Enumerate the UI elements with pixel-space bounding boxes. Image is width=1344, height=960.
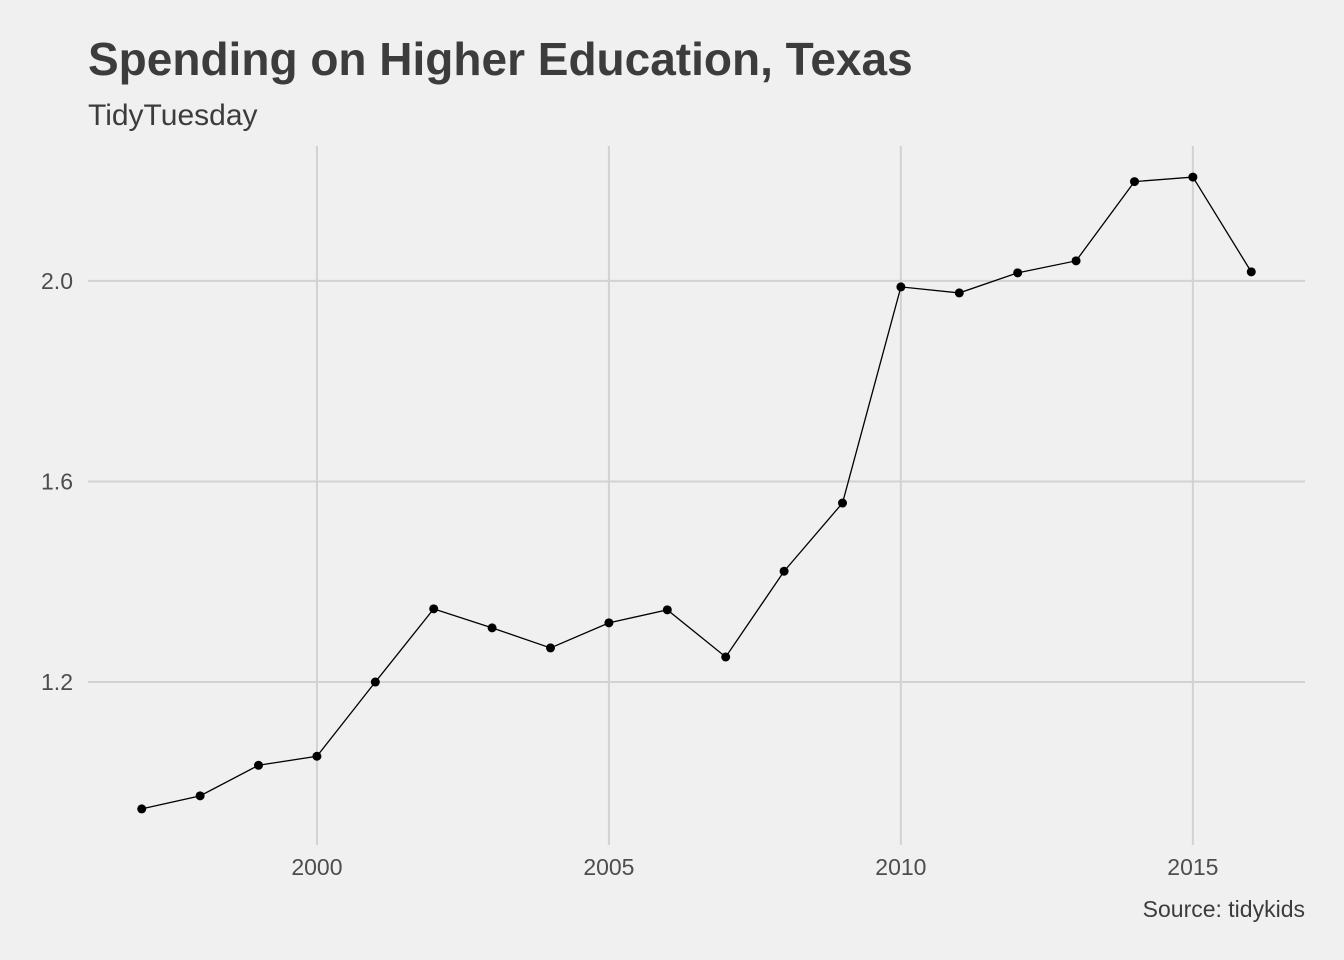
x-tick-label: 2000	[291, 854, 342, 880]
x-tick-label: 2010	[875, 854, 926, 880]
data-point	[896, 282, 906, 292]
data-point	[1246, 267, 1256, 277]
series-line	[141, 176, 1252, 810]
y-tick-label: 2.0	[41, 268, 73, 294]
data-point	[954, 288, 964, 298]
chart-subtitle: TidyTuesday	[88, 99, 258, 132]
data-point	[370, 677, 380, 687]
data-point	[137, 804, 147, 814]
data-point	[429, 604, 439, 614]
data-point	[1013, 268, 1023, 278]
data-point	[1129, 177, 1139, 187]
data-point	[779, 566, 789, 576]
data-points	[137, 172, 1256, 814]
y-tick-label: 1.6	[41, 468, 73, 494]
gridlines	[88, 146, 1305, 845]
data-point	[604, 618, 614, 628]
data-point	[487, 623, 497, 633]
data-point	[1188, 172, 1198, 182]
data-point	[837, 498, 847, 508]
data-point	[1071, 256, 1081, 266]
y-tick-label: 1.2	[41, 669, 73, 695]
x-tick-label: 2005	[583, 854, 634, 880]
chart-caption: Source: tidykids	[1143, 896, 1305, 922]
data-point	[254, 760, 264, 770]
chart-title: Spending on Higher Education, Texas	[88, 33, 913, 85]
x-tick-label: 2015	[1167, 854, 1218, 880]
data-point	[662, 605, 672, 615]
tick-labels: 2000 2005 2010 2015 1.2 1.6 2.0	[41, 268, 1218, 880]
data-point	[546, 643, 556, 653]
data-point	[195, 791, 205, 801]
data-point	[312, 751, 322, 761]
data-point	[721, 652, 731, 662]
